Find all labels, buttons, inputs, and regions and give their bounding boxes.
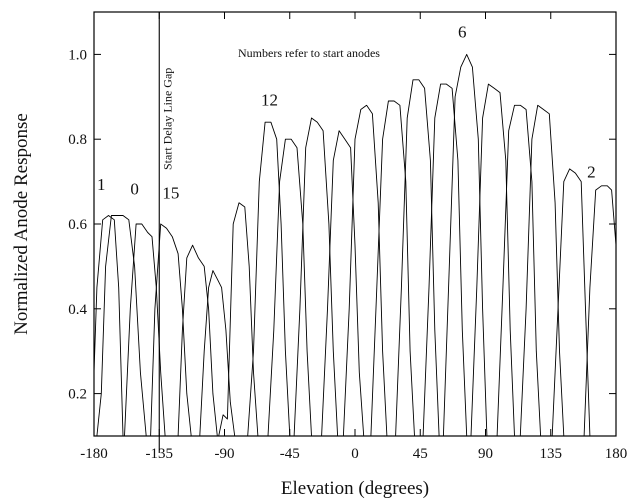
series-group: [93, 53, 617, 437]
x-tick-label: -90: [215, 446, 235, 462]
anode-response-curve-17: [470, 83, 515, 437]
y-tick-label: 0.2: [68, 387, 87, 403]
y-tick-label: 0.8: [68, 132, 87, 148]
anode-label: 15: [162, 184, 179, 203]
anode-response-curve-8: [247, 121, 291, 437]
anode-response-curve-4: [150, 223, 192, 437]
y-tick-label: 1.0: [68, 47, 87, 63]
y-axis-title: Normalized Anode Response: [11, 113, 32, 335]
x-tick-label: 45: [413, 446, 428, 462]
anode-label: 2: [587, 162, 596, 181]
anode-response-curve-15: [422, 83, 468, 437]
x-tick-label: -180: [80, 446, 108, 462]
anode-response-curve-18: [496, 104, 542, 437]
x-tick-label: -45: [280, 446, 300, 462]
anode-response-curve-16: [442, 53, 488, 437]
y-tick-label: 0.6: [68, 217, 87, 233]
x-tick-label: -135: [146, 446, 174, 462]
x-tick-label: 135: [540, 446, 563, 462]
anode-response-curve-9: [267, 138, 312, 437]
anode-response-curve-20: [551, 168, 591, 437]
anode-labels: 1 0 15 12 6 2: [97, 22, 596, 202]
x-axis-title: Elevation (degrees): [281, 478, 429, 499]
anode-response-curve-11: [321, 130, 365, 437]
x-tick-label: 0: [351, 446, 359, 462]
anode-label: 0: [130, 179, 139, 198]
anode-response-curve-7: [218, 202, 259, 437]
anode-label: 12: [261, 90, 278, 109]
anode-response-curve-10: [293, 117, 339, 437]
anode-label: 6: [458, 22, 467, 41]
annotation-note: Numbers refer to start anodes: [238, 46, 380, 60]
anode-response-curve-1: [93, 215, 124, 437]
anode-response-curve-2: [96, 215, 147, 437]
anode-response-curve-19: [519, 104, 565, 437]
y-axis-ticks: 0.2 0.4 0.6 0.8 1.0: [68, 47, 616, 403]
anode-response-curve-12: [342, 104, 388, 437]
anode-response-curve-21: [583, 185, 617, 437]
anode-response-curve-5: [177, 244, 218, 437]
anode-label: 1: [97, 175, 106, 194]
x-tick-label: 90: [478, 446, 493, 462]
marker-label: Start Delay Line Gap: [160, 68, 174, 170]
y-tick-label: 0.4: [68, 302, 87, 318]
x-tick-label: 180: [605, 446, 628, 462]
anode-response-curve-13: [370, 100, 415, 437]
anode-response-curve-14: [395, 79, 440, 437]
